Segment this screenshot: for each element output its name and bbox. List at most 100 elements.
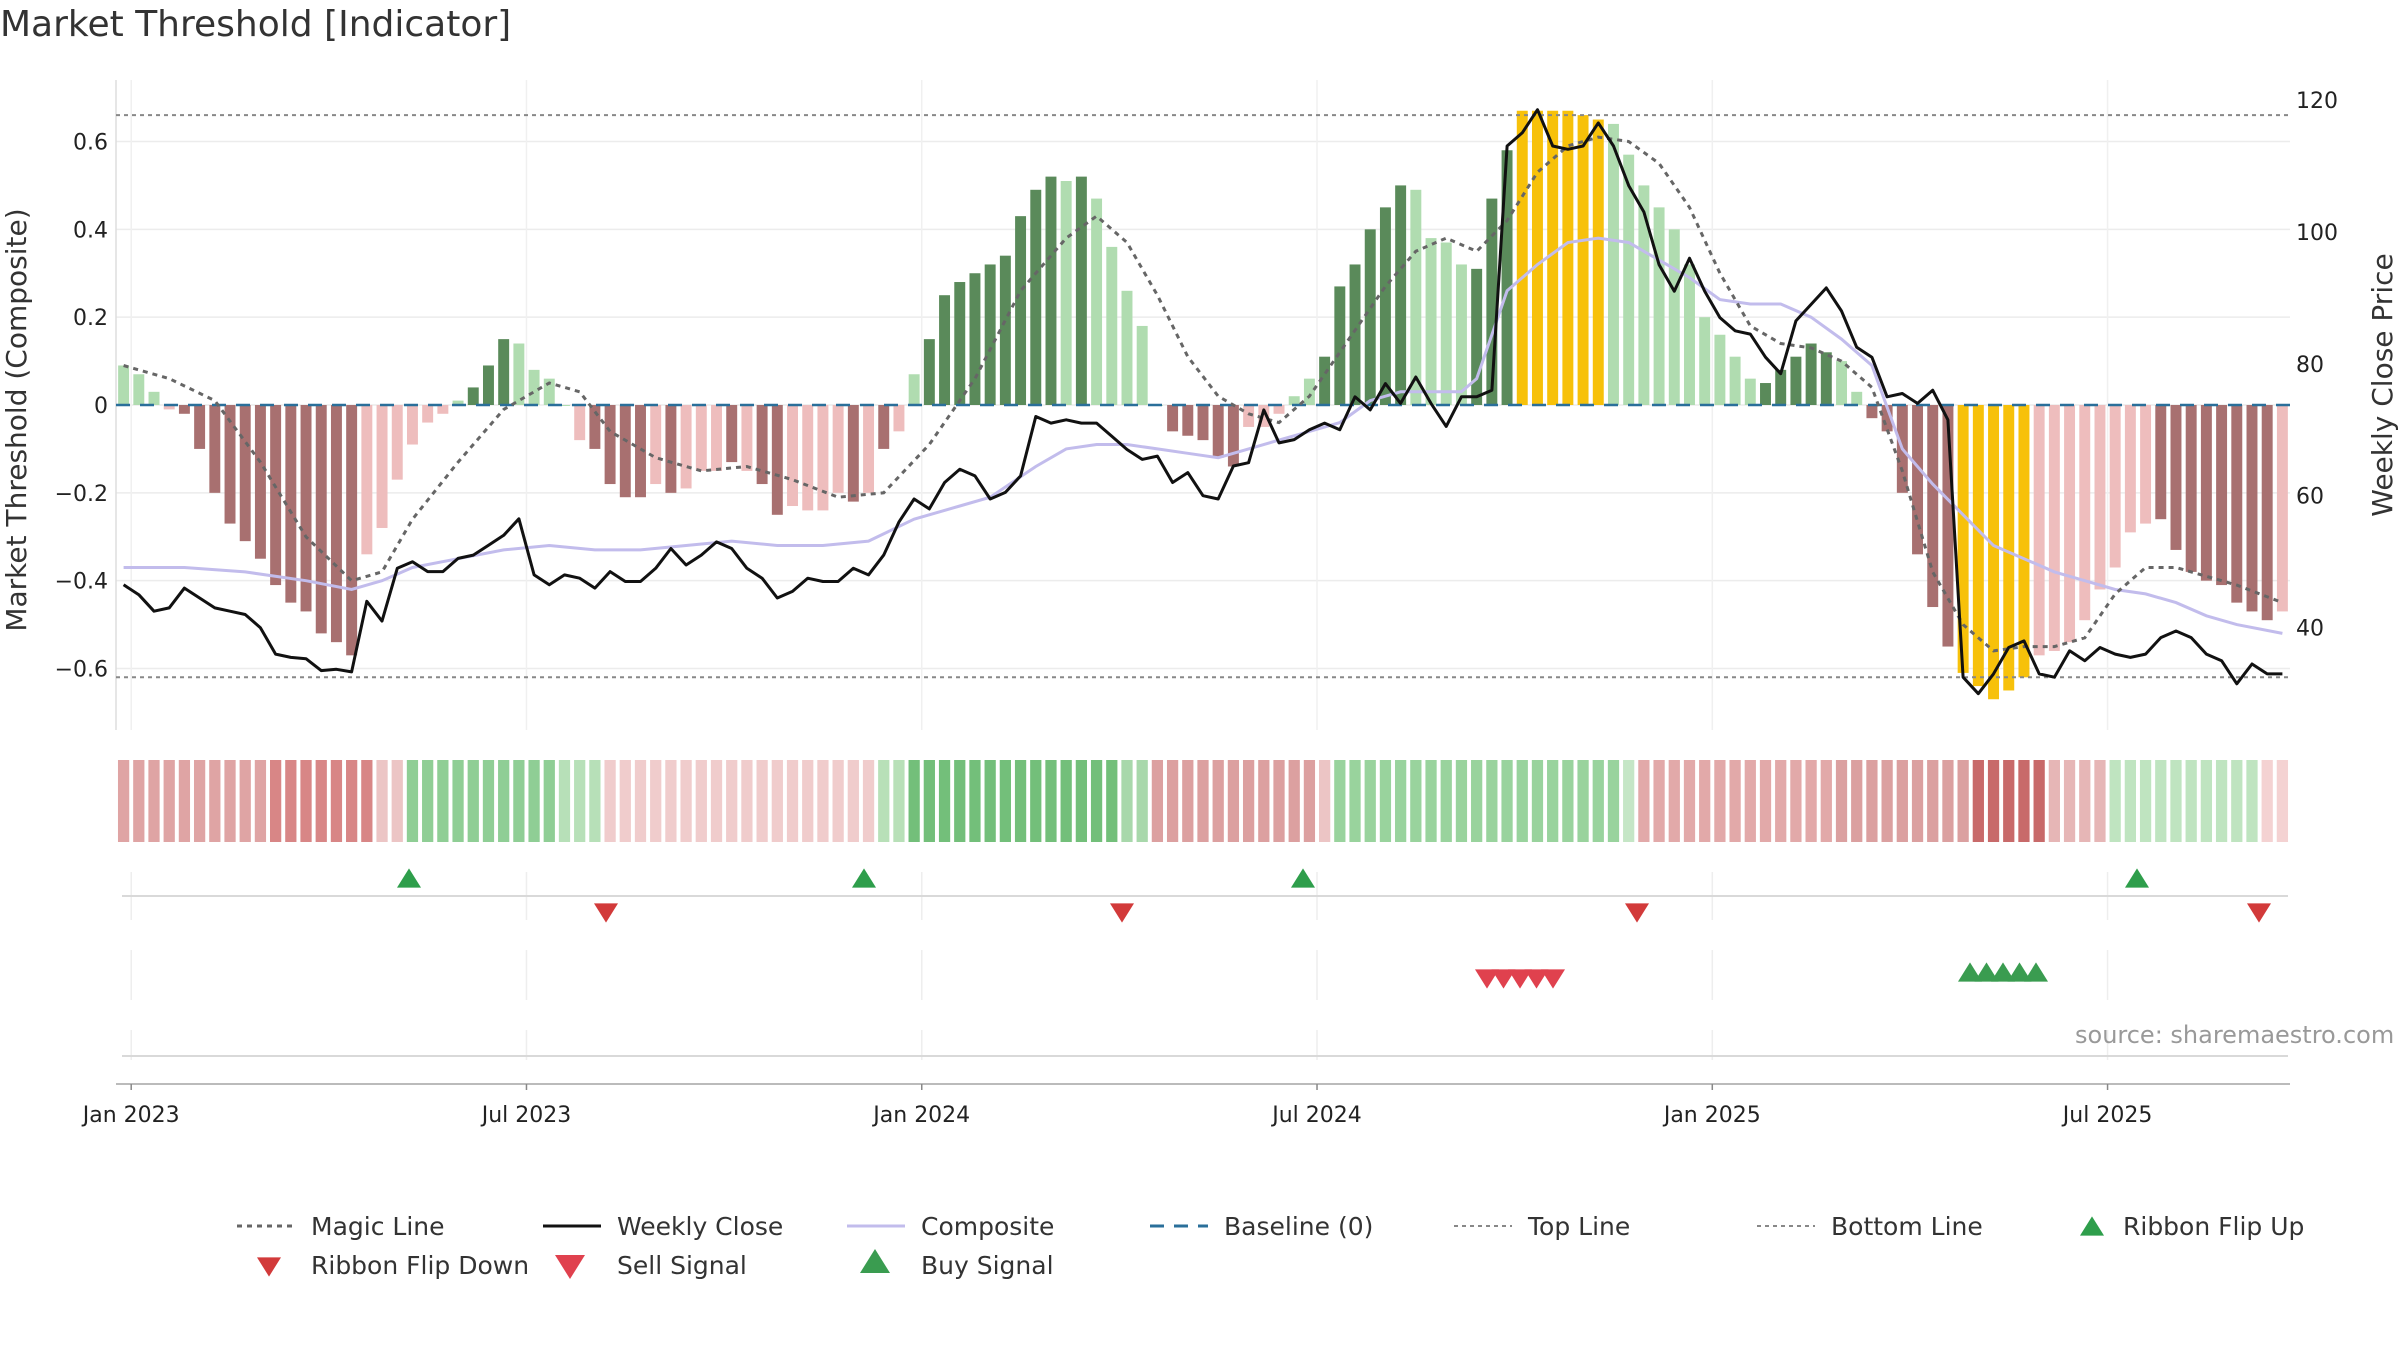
bar [498, 339, 510, 405]
ribbon-cell [361, 760, 373, 842]
ribbon-cell [2261, 760, 2273, 842]
ribbon-cell [710, 760, 723, 842]
ribbon-cell [695, 760, 707, 842]
ribbon-flip-down-marker [1110, 903, 1134, 923]
ribbon-flip-up-marker [2125, 868, 2149, 888]
ribbon-cell [209, 760, 221, 842]
ribbon-cell [1318, 760, 1331, 842]
ribbon-cell [1851, 760, 1863, 842]
bar [1167, 405, 1179, 432]
bar [756, 405, 768, 485]
y-tick-label: 0.6 [73, 130, 108, 155]
bar [1516, 110, 1528, 406]
legend-label: Magic Line [311, 1212, 445, 1241]
bar [2018, 405, 2030, 678]
bar [1836, 361, 1847, 405]
bar [559, 405, 570, 406]
y-tick-label: 0 [94, 394, 108, 419]
bar [984, 264, 996, 405]
bar [1805, 343, 1817, 405]
ribbon-cell [1987, 760, 2000, 842]
ribbon-cell [2079, 760, 2091, 842]
ribbon-cell [224, 760, 236, 842]
bar [695, 405, 707, 471]
ribbon-cell [1866, 760, 1878, 842]
bar [954, 282, 966, 405]
bar [1988, 405, 2000, 700]
bar [802, 405, 814, 511]
bar [2246, 405, 2258, 612]
ribbon-cell [604, 760, 616, 842]
ribbon-cell [908, 760, 920, 842]
bar [1653, 207, 1665, 405]
legend-swatch [257, 1257, 281, 1277]
ribbon-cell [2048, 760, 2060, 842]
x-tick-label: Jan 2024 [871, 1103, 970, 1128]
source-note: source: sharemaestro.com [2075, 1021, 2395, 1049]
ribbon-cell [422, 760, 434, 842]
bar [2276, 405, 2288, 612]
bar [1501, 150, 1513, 405]
bar [2109, 405, 2121, 568]
composite-line [123, 236, 2283, 635]
ribbon-cell [1349, 760, 1361, 842]
ribbon-cell [1258, 760, 1270, 842]
bar [1349, 264, 1361, 405]
bar [1562, 110, 1574, 406]
ribbon-cell [163, 760, 175, 842]
bar [224, 405, 236, 524]
bar [2231, 405, 2243, 603]
ribbon-cell [1212, 760, 1224, 842]
bar [726, 405, 738, 463]
ribbon-cell [270, 760, 282, 842]
legend-swatch [860, 1249, 890, 1273]
ribbon-cell [133, 760, 145, 842]
ribbon-cell [543, 760, 555, 842]
bar [1243, 405, 1255, 427]
ribbon-cell [1927, 760, 1939, 842]
ribbon-cell [2246, 760, 2258, 842]
bar [528, 369, 540, 405]
ribbon-cell [1227, 760, 1240, 842]
bar [741, 405, 753, 471]
buy-signal-marker [1991, 962, 2015, 982]
bar [467, 387, 479, 405]
bar [1699, 317, 1711, 405]
bar [1182, 405, 1194, 436]
ribbon-cell [1410, 760, 1422, 842]
ribbon-cell [513, 760, 525, 842]
ribbon-cell [680, 760, 692, 842]
bar [680, 405, 692, 489]
ribbon-cell [193, 760, 206, 842]
ribbon-cell [650, 760, 662, 842]
ribbon-cell [1075, 760, 1088, 842]
bar [1395, 185, 1407, 405]
bar [999, 255, 1011, 405]
bar [908, 374, 920, 405]
bar [589, 405, 601, 449]
bar [1866, 405, 1878, 419]
bar [300, 405, 312, 612]
y2-tick-label: 120 [2296, 89, 2338, 114]
bar [1303, 378, 1315, 405]
bar [513, 343, 525, 405]
ribbon-cell [1805, 760, 1817, 842]
ribbon-cell [1623, 760, 1635, 842]
ribbon-cell [1607, 760, 1620, 842]
bar [1547, 110, 1559, 406]
bar [1775, 369, 1787, 405]
ribbon-cell [1090, 760, 1103, 842]
ribbon-flip-down-marker [2247, 903, 2271, 923]
bar [1212, 405, 1224, 458]
ribbon-cell [1957, 760, 1969, 842]
bar [1091, 198, 1103, 405]
legend-swatch [2080, 1216, 2104, 1236]
ribbon-cell [2215, 760, 2228, 842]
bar [315, 405, 327, 634]
ribbon-cell [1942, 760, 1954, 842]
bar [437, 405, 449, 414]
sell-signal-marker [1491, 969, 1516, 989]
ribbon-flip-down-marker [594, 903, 618, 923]
bar [1334, 286, 1346, 405]
bar [1668, 229, 1680, 405]
